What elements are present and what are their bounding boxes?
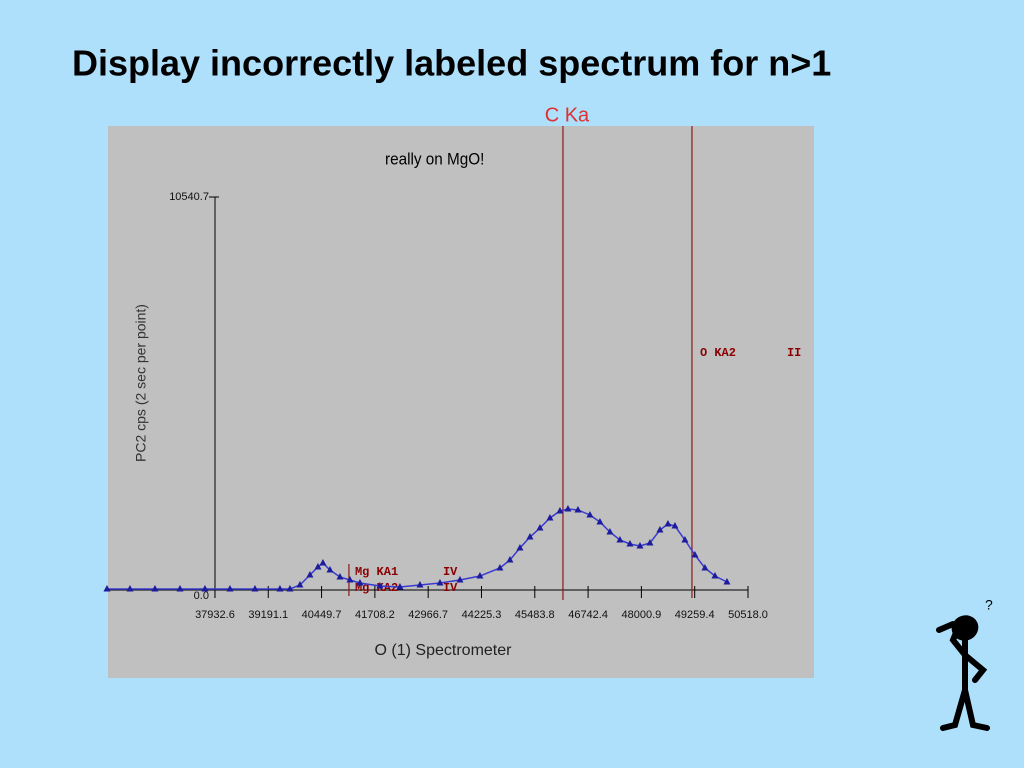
data-point <box>314 562 322 570</box>
data-point <box>691 550 699 558</box>
data-point <box>516 544 524 551</box>
data-point <box>456 576 464 583</box>
data-point <box>626 539 634 547</box>
x-tick-label: 49259.4 <box>675 609 715 621</box>
x-tick-label: 39191.1 <box>248 609 288 621</box>
y-tick-label: 10540.7 <box>169 191 209 203</box>
y-tick-label: 0.0 <box>194 590 209 602</box>
data-point <box>701 564 709 571</box>
data-point <box>656 526 664 533</box>
data-point <box>226 584 234 592</box>
data-point <box>526 533 534 540</box>
data-point <box>436 578 444 586</box>
data-point <box>546 514 554 521</box>
x-tick-label: 42966.7 <box>408 609 448 621</box>
data-point <box>636 542 644 549</box>
annotation: really on MgO! <box>385 150 484 169</box>
y-axis-label: PC2 cps (2 sec per point) <box>133 304 149 462</box>
data-point <box>616 536 624 543</box>
data-point <box>346 576 354 583</box>
data-point <box>711 572 719 579</box>
x-tick-label: 41708.2 <box>355 609 395 621</box>
data-point <box>251 584 259 592</box>
element-order: IV <box>443 565 458 579</box>
data-point <box>126 584 134 592</box>
data-point <box>336 572 344 580</box>
data-point <box>151 584 159 592</box>
data-point <box>296 581 304 588</box>
data-point <box>556 506 564 514</box>
thinking-figure: ? <box>936 597 993 731</box>
data-point <box>356 578 364 586</box>
x-tick-label: 44225.3 <box>462 609 502 621</box>
x-tick-label: 40449.7 <box>302 609 342 621</box>
data-point <box>496 564 504 571</box>
data-point <box>596 517 604 525</box>
element-order: II <box>787 346 801 360</box>
element-order: IV <box>443 581 458 595</box>
data-point <box>286 584 294 592</box>
x-tick-label: 48000.9 <box>622 609 662 621</box>
x-tick-label: 37932.6 <box>195 609 235 621</box>
data-point <box>574 505 582 513</box>
data-point <box>416 581 424 588</box>
data-point <box>646 538 654 546</box>
data-point <box>396 583 404 590</box>
element-label: Mg KA1 <box>355 565 398 579</box>
element-label: O KA2 <box>700 346 736 360</box>
data-point <box>326 566 334 573</box>
data-point <box>319 559 327 566</box>
data-point <box>536 523 544 531</box>
data-point <box>671 522 679 529</box>
data-point <box>664 520 672 527</box>
data-point <box>176 584 184 592</box>
data-point <box>723 577 731 585</box>
data-point <box>606 527 614 535</box>
data-point <box>103 584 111 592</box>
x-tick-label: 46742.4 <box>568 609 608 621</box>
x-tick-label: 50518.0 <box>728 609 768 621</box>
data-point <box>681 536 689 543</box>
data-point <box>564 505 572 512</box>
chart-panel <box>108 126 814 678</box>
data-point <box>586 510 594 518</box>
data-point <box>201 584 209 592</box>
x-axis-label: O (1) Spectrometer <box>375 642 513 659</box>
slide-title: Display incorrectly labeled spectrum for… <box>72 43 831 84</box>
data-point <box>376 582 384 589</box>
element-label: C Ka <box>545 104 590 126</box>
svg-text:?: ? <box>985 597 993 613</box>
data-point <box>506 555 514 563</box>
element-label: Mg KA2 <box>355 581 398 595</box>
x-tick-label: 45483.8 <box>515 609 555 621</box>
data-point <box>306 571 314 578</box>
data-point <box>276 584 284 592</box>
data-point <box>476 572 484 579</box>
